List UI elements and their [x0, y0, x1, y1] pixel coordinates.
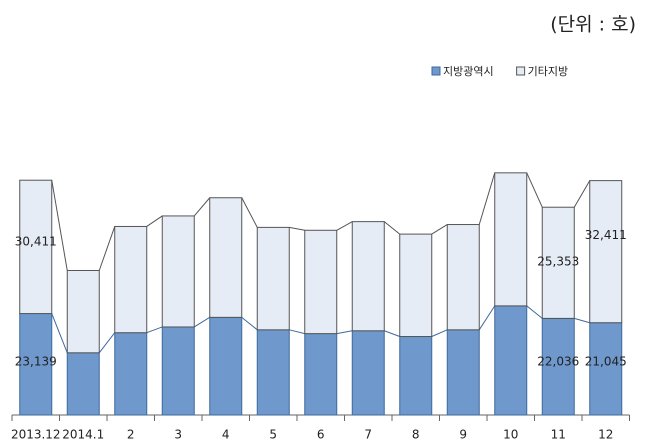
connector: [431, 224, 448, 235]
connector: [478, 172, 496, 225]
bar-segment: [541, 206, 575, 319]
x-tick-label: 2: [127, 428, 135, 442]
connector: [478, 305, 496, 331]
bar-segment: [589, 180, 623, 324]
connector: [573, 180, 591, 208]
x-tick-label: 4: [222, 428, 230, 442]
connector: [193, 197, 211, 217]
connector: [193, 316, 211, 328]
connector: [146, 215, 163, 227]
connector: [383, 221, 401, 235]
bar-segment: [351, 221, 385, 332]
legend-label: 지방광역시: [443, 65, 494, 78]
unit-label: (단위 : 호): [550, 14, 636, 36]
x-tick-label: 8: [412, 428, 420, 442]
legend-label: 기타지방: [528, 65, 568, 78]
bar-segment: [351, 330, 385, 416]
connector: [526, 172, 543, 208]
x-tick-label: 3: [174, 428, 182, 442]
connector: [241, 316, 258, 331]
bar-segment: [256, 329, 290, 416]
data-label: 23,139: [15, 355, 57, 369]
x-tick-label: 5: [269, 428, 277, 442]
connector: [241, 197, 258, 228]
connector: [289, 226, 305, 231]
bar-segment: [446, 329, 480, 416]
x-tick-label: 10: [503, 428, 518, 442]
bar-segment: [304, 333, 338, 416]
data-label: 22,036: [537, 355, 579, 369]
legend-swatch: [516, 66, 526, 76]
x-tick-label: 11: [551, 428, 566, 442]
x-tick-label: 12: [598, 428, 613, 442]
data-label: 32,411: [585, 228, 627, 242]
legend-swatch: [431, 66, 441, 76]
bar-segment: [114, 225, 148, 334]
bar-segment: [494, 305, 528, 416]
bar-segment: [66, 352, 100, 416]
data-label: 25,353: [537, 255, 579, 269]
x-tick-label: 7: [364, 428, 372, 442]
connector: [51, 180, 68, 271]
bar-segment: [589, 322, 623, 416]
x-tick-label: 2013.12: [11, 428, 61, 442]
bar-segment: [304, 229, 338, 335]
bar-segment: [399, 336, 433, 416]
connector: [51, 313, 68, 353]
bar-segment: [399, 233, 433, 338]
bar-segment: [161, 215, 195, 328]
bar-segment: [209, 316, 243, 416]
connector: [146, 326, 163, 334]
connector: [98, 332, 116, 354]
data-label: 30,411: [15, 235, 57, 249]
bar-segment: [541, 317, 575, 416]
connector: [98, 226, 116, 271]
bar-segment: [19, 313, 53, 416]
connector: [431, 329, 448, 337]
bar-segment: [66, 269, 100, 354]
bar-segment: [161, 326, 195, 416]
x-tick-label: 9: [459, 428, 467, 442]
connector: [336, 330, 353, 335]
bar-segment: [209, 197, 243, 318]
bar-segment: [114, 332, 148, 416]
bar-segment: [256, 226, 290, 331]
x-tick-label: 2014.1: [62, 428, 104, 442]
bar-segment: [494, 172, 528, 307]
connector: [384, 330, 400, 337]
connector: [526, 305, 543, 319]
connector: [336, 221, 353, 231]
connector: [574, 317, 590, 324]
bar-segment: [446, 224, 480, 331]
x-tick-label: 6: [317, 428, 325, 442]
data-label: 21,045: [585, 355, 627, 369]
bar-segment: [19, 179, 53, 315]
connector: [289, 329, 305, 335]
